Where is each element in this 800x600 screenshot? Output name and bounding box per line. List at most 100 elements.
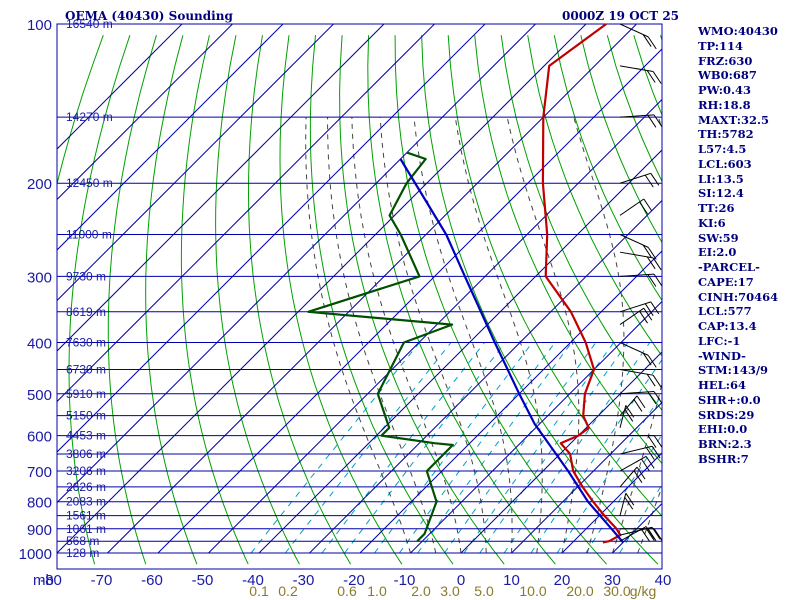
wind-barb-feather — [636, 395, 646, 409]
mixing-ratio-label: 1.0 — [367, 583, 387, 599]
height-label: 2083 m — [66, 495, 106, 509]
isotherm — [57, 24, 536, 504]
sounding-index: WMO:40430 — [698, 24, 778, 38]
sounding-index: LCL:577 — [698, 304, 752, 319]
isotherm — [57, 24, 385, 352]
wind-barb-staff — [619, 493, 627, 516]
sounding-index: HEL:64 — [698, 378, 746, 392]
wind-barb-feather — [653, 114, 663, 128]
mixing-ratio-line — [250, 342, 420, 554]
sounding-index: EI:2.0 — [698, 245, 737, 260]
dry-adiabat — [421, 35, 659, 565]
temperature-tick-label: -30 — [293, 572, 315, 589]
wind-barb-feather — [643, 307, 653, 321]
wind-barb-feather — [653, 435, 663, 448]
wind-barb — [619, 251, 662, 271]
wind-barb — [619, 172, 660, 188]
sounding-index: L57:4.5 — [698, 142, 747, 156]
wind-barb-feather — [647, 391, 657, 405]
dry-adiabat — [215, 35, 300, 565]
isotherm — [57, 24, 183, 150]
wind-barb-staff — [619, 65, 654, 73]
wind-barb-staff — [619, 405, 627, 428]
wind-barb-staff — [619, 369, 654, 376]
wind-barb-feather — [652, 257, 662, 271]
moist-adiabat — [351, 117, 462, 554]
mixing-ratio-lines — [250, 342, 662, 554]
height-label: 128 m — [66, 546, 99, 560]
sounding-index: -WIND- — [698, 348, 746, 363]
mixing-ratio-label: 5.0 — [474, 583, 494, 599]
wind-barb-feather — [645, 447, 655, 460]
isotherm — [57, 24, 284, 251]
dry-adiabat — [394, 35, 607, 565]
wind-barb-feather — [650, 173, 660, 186]
temperature-tick-label: -10 — [394, 572, 416, 589]
wind-barb-staff — [619, 395, 638, 416]
pressure-tick-label: 300 — [27, 269, 52, 286]
mixing-ratio-unit: g/kg — [630, 583, 656, 599]
wind-barb-feather — [647, 36, 657, 50]
wind-barb — [619, 455, 655, 472]
temperature-tick-label: -60 — [141, 572, 163, 589]
temperature-tick-label: 30 — [604, 572, 621, 589]
mixing-ratio-label: 20.0 — [566, 583, 593, 599]
sounding-index: TH:5782 — [698, 127, 754, 142]
height-label: 11000 m — [66, 228, 112, 242]
dry-adiabat — [367, 35, 556, 565]
wind-barb-feather — [639, 310, 648, 324]
temperature-tick-label: -70 — [91, 572, 113, 589]
height-label: 5910 m — [66, 387, 106, 401]
pressure-tick-label: 100 — [27, 17, 52, 34]
mixing-ratio-line — [398, 342, 556, 554]
wind-barb-staff — [619, 455, 647, 472]
wind-barb — [619, 198, 653, 216]
sounding-index: MAXT:32.5 — [698, 112, 769, 127]
wind-barb-feather — [651, 526, 661, 540]
wind-barb-feather — [645, 456, 655, 469]
wind-barb — [619, 466, 646, 488]
mixing-ratio-line — [344, 342, 506, 554]
pressure-axis: 100 200 300 400 500 600 700 800 900 1000 mb — [19, 17, 54, 589]
pressure-tick-label: 800 — [27, 495, 52, 512]
wind-barb-feather — [653, 391, 663, 404]
wind-barb-feather — [651, 445, 661, 459]
sounding-index: EHI:0.0 — [698, 422, 748, 437]
height-label: 3806 m — [66, 447, 106, 461]
moist-adiabat — [612, 117, 662, 554]
temperature-tick-label: -50 — [192, 572, 214, 589]
sounding-index: LCL:603 — [698, 156, 752, 171]
sounding-index: STM:143/9 — [698, 363, 769, 378]
sounding-index: SRDS:29 — [698, 407, 755, 422]
isotherm — [309, 199, 662, 554]
sounding-index: BSHR:7 — [698, 451, 749, 466]
moist-adiabats — [305, 117, 662, 554]
mixing-ratio-axis: 0.1 0.2 0.6 1.0 2.0 3.0 5.0 10.0 20.0 30.0 g/kg — [249, 583, 656, 599]
isotherm — [57, 24, 233, 201]
dry-adiabat — [474, 35, 662, 465]
wind-barb-feather — [643, 198, 653, 212]
temperature-tick-label: 20 — [554, 572, 571, 589]
height-label: 3206 m — [66, 464, 106, 478]
wind-barb — [619, 301, 660, 316]
wind-barb-feather — [646, 373, 656, 387]
isotherm — [107, 24, 637, 554]
moist-adiabat — [379, 117, 487, 554]
dry-adiabat — [553, 35, 662, 302]
moist-adiabat — [327, 117, 437, 554]
dry-adiabat — [279, 35, 403, 565]
wind-barb-feather — [645, 528, 655, 541]
wind-barb-staff — [619, 198, 645, 216]
wind-barb — [619, 492, 635, 516]
isotherm — [208, 98, 662, 554]
wind-barb-feather — [625, 492, 635, 506]
mixing-ratio-label: 10.0 — [519, 583, 546, 599]
isotherm — [258, 149, 662, 554]
dry-adiabat — [527, 35, 662, 357]
dry-adiabat — [180, 35, 249, 565]
dry-adiabat — [68, 35, 131, 565]
wind-barb-staff — [619, 172, 651, 184]
wind-barb — [619, 445, 661, 460]
height-labels: 16540 m 14270 m 12450 m 11000 m 9730 m 8619 m… — [66, 17, 113, 560]
isotherm — [157, 48, 662, 554]
